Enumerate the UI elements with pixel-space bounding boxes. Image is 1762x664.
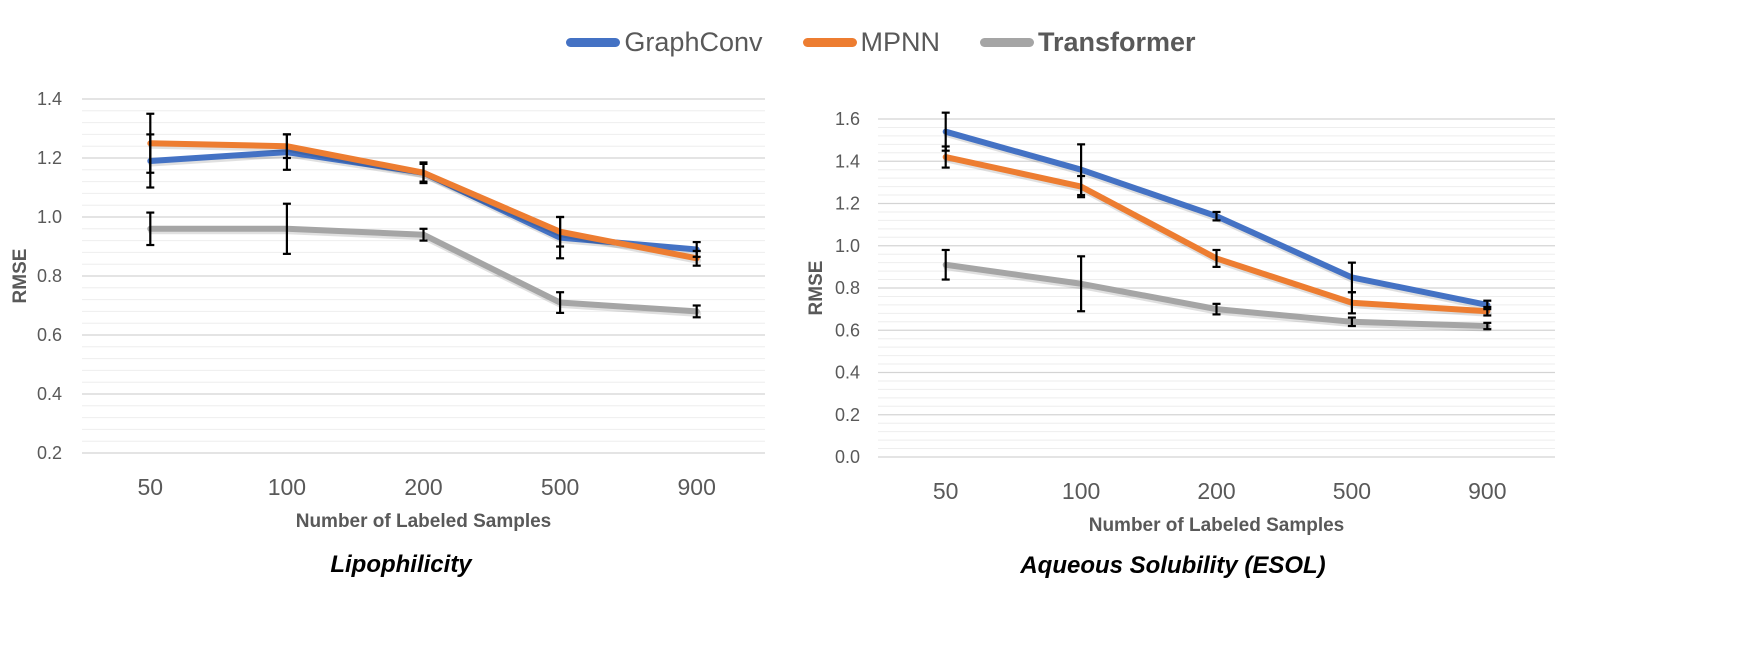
y-tick-label: 1.2 [835, 194, 860, 214]
y-tick-label: 0.4 [37, 384, 62, 404]
x-tick-label: 500 [1333, 478, 1371, 504]
x-tick-label: 100 [268, 474, 306, 500]
error-bar-transformer [1212, 302, 1221, 316]
y-tick-label: 1.6 [835, 109, 860, 129]
y-tick-label: 0.2 [835, 405, 860, 425]
error-bar-transformer [282, 202, 291, 255]
legend-swatch-transformer [980, 37, 1034, 47]
error-bar-graphconv [1212, 210, 1221, 222]
error-bar-mpnn [146, 112, 155, 174]
legend-item-graphconv: GraphConv [566, 26, 763, 58]
error-bar-mpnn [419, 161, 428, 185]
error-bar-transformer [419, 227, 428, 242]
error-bar-mpnn [556, 215, 565, 248]
legend-label-transformer: Transformer [1038, 26, 1196, 57]
error-bar-mpnn [282, 133, 291, 160]
y-tick-label: 0.6 [835, 320, 860, 340]
error-bar-mpnn [692, 249, 701, 267]
y-tick-label: 0.8 [835, 278, 860, 298]
x-tick-label: 100 [1062, 478, 1100, 504]
y-tick-label: 0.0 [835, 447, 860, 467]
error-bar-mpnn [941, 145, 950, 169]
y-tick-label: 1.2 [37, 148, 62, 168]
legend-item-transformer: Transformer [980, 27, 1196, 58]
x-axis-title: Number of Labeled Samples [296, 511, 552, 532]
x-tick-label: 200 [1197, 478, 1235, 504]
y-tick-label: 1.4 [37, 89, 62, 109]
chart-panel-lipophilicity: 0.2 0.4 0.6 0.8 1.0 1.2 1.4 50 100 200 500 900 RMSE N… [10, 89, 765, 578]
x-tick-label: 200 [404, 474, 442, 500]
y-tick-label: 0.8 [37, 266, 62, 286]
chart-legend: GraphConv MPNN Transformer [0, 22, 1762, 62]
x-tick-label: 50 [138, 474, 164, 500]
y-tick-label: 1.0 [37, 207, 62, 227]
error-bar-transformer [1483, 321, 1492, 331]
legend-item-mpnn: MPNN [802, 26, 941, 58]
y-tick-label: 0.4 [835, 363, 860, 383]
error-bar-transformer [1077, 255, 1086, 313]
error-bar-mpnn [1347, 291, 1356, 315]
chart-panel-aqueous-solubility-esol: 0.0 0.2 0.4 0.6 0.8 1.0 1.2 1.4 1.6 50 100 200 500 90… [806, 109, 1555, 579]
chart-caption: Aqueous Solubility (ESOL) [1019, 552, 1325, 579]
legend-swatch-mpnn [802, 37, 857, 47]
x-tick-label: 900 [678, 474, 716, 500]
chart-caption: Lipophilicity [330, 551, 473, 578]
legend-label-graphconv: GraphConv [624, 26, 763, 57]
error-bar-transformer [692, 304, 701, 319]
x-tick-label: 900 [1468, 478, 1506, 504]
error-bar-mpnn [1212, 248, 1221, 268]
y-tick-label: 1.0 [835, 236, 860, 256]
y-tick-label: 0.2 [37, 443, 62, 463]
y-axis-title: RMSE [806, 261, 827, 316]
y-tick-label: 1.4 [835, 151, 860, 171]
series-line-transformer [942, 261, 1491, 330]
y-tick-label: 0.6 [37, 325, 62, 345]
y-axis-title: RMSE [10, 249, 31, 304]
error-bar-transformer [941, 248, 950, 281]
error-bar-transformer [146, 211, 155, 247]
error-bar-mpnn [1483, 305, 1492, 317]
x-tick-label: 500 [541, 474, 579, 500]
error-bar-transformer [556, 291, 565, 314]
legend-label-mpnn: MPNN [860, 26, 941, 57]
error-bar-mpnn [1077, 174, 1086, 199]
x-tick-label: 50 [933, 478, 959, 504]
legend-swatch-graphconv [566, 37, 621, 47]
error-bar-transformer [1347, 316, 1356, 328]
x-axis-title: Number of Labeled Samples [1089, 515, 1345, 536]
